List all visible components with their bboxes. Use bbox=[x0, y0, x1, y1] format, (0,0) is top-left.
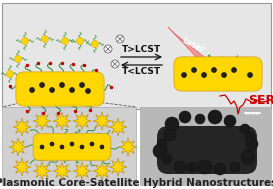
Circle shape bbox=[165, 117, 179, 131]
Circle shape bbox=[162, 154, 172, 164]
Polygon shape bbox=[168, 27, 222, 77]
Polygon shape bbox=[109, 158, 127, 176]
FancyBboxPatch shape bbox=[33, 134, 111, 160]
Circle shape bbox=[70, 88, 75, 92]
Polygon shape bbox=[73, 112, 91, 130]
Circle shape bbox=[91, 40, 99, 47]
Circle shape bbox=[79, 83, 85, 88]
Polygon shape bbox=[93, 162, 111, 180]
Circle shape bbox=[214, 163, 226, 175]
Polygon shape bbox=[33, 112, 51, 130]
Text: T<LCST: T<LCST bbox=[121, 67, 161, 77]
Polygon shape bbox=[53, 112, 71, 130]
Circle shape bbox=[85, 88, 91, 94]
Circle shape bbox=[198, 160, 212, 174]
FancyBboxPatch shape bbox=[157, 126, 257, 174]
Circle shape bbox=[221, 73, 227, 77]
Circle shape bbox=[61, 37, 69, 44]
Circle shape bbox=[60, 145, 64, 149]
Circle shape bbox=[246, 138, 258, 150]
Circle shape bbox=[29, 88, 34, 92]
Circle shape bbox=[182, 73, 186, 77]
Circle shape bbox=[232, 67, 236, 73]
FancyBboxPatch shape bbox=[16, 72, 104, 106]
Polygon shape bbox=[53, 162, 71, 180]
Circle shape bbox=[174, 161, 186, 173]
Circle shape bbox=[157, 139, 167, 149]
Text: 50 nm: 50 nm bbox=[245, 112, 259, 116]
Circle shape bbox=[22, 37, 28, 44]
Circle shape bbox=[111, 60, 119, 68]
Polygon shape bbox=[9, 138, 27, 156]
Circle shape bbox=[50, 142, 54, 146]
Circle shape bbox=[70, 142, 74, 146]
Circle shape bbox=[76, 37, 84, 44]
Circle shape bbox=[179, 111, 191, 123]
Polygon shape bbox=[13, 118, 31, 136]
Polygon shape bbox=[109, 118, 127, 136]
FancyBboxPatch shape bbox=[174, 57, 262, 91]
Circle shape bbox=[230, 162, 240, 172]
Polygon shape bbox=[93, 112, 111, 130]
Circle shape bbox=[240, 124, 250, 134]
Circle shape bbox=[90, 142, 94, 146]
Circle shape bbox=[248, 73, 253, 77]
Polygon shape bbox=[119, 138, 137, 156]
Circle shape bbox=[104, 45, 112, 53]
Text: T>LCST: T>LCST bbox=[121, 46, 161, 54]
Text: SERS: SERS bbox=[248, 94, 273, 107]
Circle shape bbox=[7, 70, 13, 77]
Circle shape bbox=[224, 115, 236, 127]
Circle shape bbox=[191, 67, 197, 73]
Circle shape bbox=[164, 129, 176, 141]
Circle shape bbox=[116, 35, 124, 43]
Circle shape bbox=[60, 83, 64, 88]
Circle shape bbox=[241, 150, 255, 164]
Circle shape bbox=[245, 132, 255, 142]
FancyBboxPatch shape bbox=[140, 107, 271, 185]
Circle shape bbox=[187, 162, 197, 172]
Polygon shape bbox=[73, 162, 91, 180]
FancyBboxPatch shape bbox=[2, 107, 136, 185]
Circle shape bbox=[208, 110, 222, 124]
Circle shape bbox=[41, 36, 49, 43]
FancyBboxPatch shape bbox=[2, 3, 271, 109]
Circle shape bbox=[201, 73, 206, 77]
Circle shape bbox=[80, 145, 84, 149]
Circle shape bbox=[40, 83, 44, 88]
Polygon shape bbox=[33, 162, 51, 180]
Circle shape bbox=[195, 114, 205, 124]
Circle shape bbox=[100, 145, 104, 149]
Circle shape bbox=[153, 144, 167, 158]
Circle shape bbox=[49, 88, 55, 92]
Text: Plasmonic Core-Satellite Hybrid Nanostructures: Plasmonic Core-Satellite Hybrid Nanostru… bbox=[0, 177, 273, 187]
Text: Laser: Laser bbox=[180, 36, 206, 54]
Circle shape bbox=[14, 56, 22, 63]
Polygon shape bbox=[13, 158, 31, 176]
Circle shape bbox=[40, 145, 44, 149]
Circle shape bbox=[212, 67, 216, 73]
